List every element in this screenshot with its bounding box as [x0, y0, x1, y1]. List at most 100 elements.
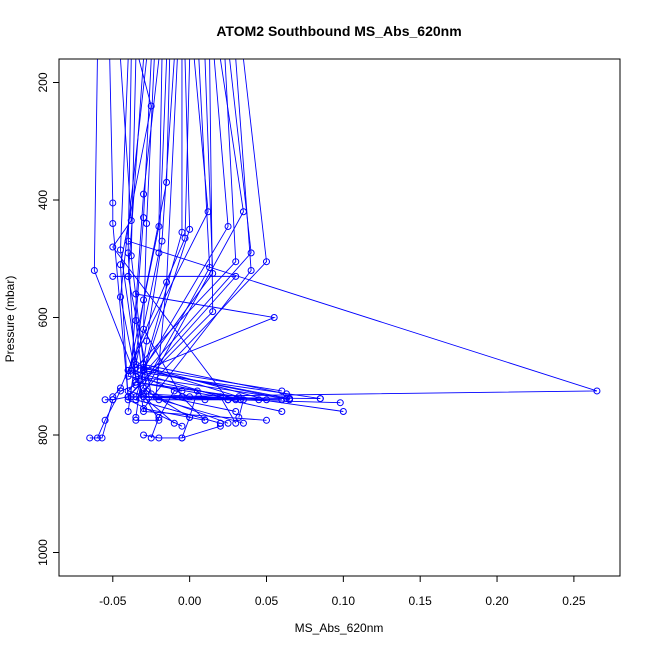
data-point	[132, 381, 140, 389]
data-point	[186, 413, 194, 421]
data-point	[262, 416, 270, 424]
y-tick-label: 1000	[36, 539, 50, 566]
series-line	[112, 58, 191, 398]
x-tick-label: 0.25	[562, 594, 586, 608]
series-line	[97, 384, 137, 439]
data-point	[124, 366, 132, 374]
series-line	[135, 399, 241, 421]
data-point	[143, 337, 151, 345]
data-point	[109, 243, 117, 251]
series-line	[155, 58, 229, 424]
series-line	[135, 58, 267, 424]
data-point	[593, 387, 601, 395]
series-line	[120, 58, 267, 421]
data-point	[316, 395, 324, 403]
series-line	[93, 58, 175, 424]
data-point	[109, 272, 117, 280]
data-point	[232, 272, 240, 280]
data-point	[109, 220, 117, 227]
data-point	[109, 199, 117, 207]
data-point	[147, 434, 155, 442]
series-line	[143, 364, 287, 395]
series-line	[150, 390, 182, 439]
data-point	[132, 290, 140, 298]
data-point	[124, 408, 132, 415]
data-point	[216, 422, 224, 430]
data-point	[116, 261, 124, 269]
data-point	[247, 267, 255, 274]
data-point	[143, 220, 151, 227]
data-point	[286, 395, 294, 403]
data-point	[236, 396, 244, 404]
data-point	[270, 314, 278, 321]
data-point	[232, 408, 240, 415]
x-tick-label: 0.20	[485, 594, 509, 608]
y-axis-label: Pressure (mbar)	[3, 276, 17, 363]
y-tick-label: 200	[36, 72, 50, 92]
data-point	[193, 387, 201, 395]
data-point	[101, 396, 109, 404]
data-point	[140, 405, 148, 413]
data-point	[155, 434, 163, 442]
data-point	[282, 390, 290, 398]
series	[140, 58, 255, 424]
data-point	[235, 413, 243, 421]
plot-frame	[58, 58, 621, 577]
data-point	[132, 316, 140, 324]
data-point	[163, 278, 171, 286]
data-point	[140, 361, 148, 368]
data-point	[186, 225, 194, 233]
data-point	[124, 393, 132, 401]
y-tick-label: 600	[36, 307, 50, 327]
series	[124, 366, 324, 403]
data-point	[336, 399, 344, 407]
data-point	[278, 408, 286, 415]
data-point	[147, 102, 155, 110]
data-point	[90, 267, 98, 274]
data-point	[262, 258, 270, 266]
data-point	[124, 237, 132, 245]
data-point	[339, 408, 347, 415]
series-line	[134, 58, 282, 392]
series	[147, 387, 186, 442]
data-point	[86, 434, 94, 442]
data-point	[155, 249, 163, 257]
data-point	[232, 419, 240, 427]
series-line	[127, 58, 244, 418]
series	[127, 393, 294, 403]
data-point	[127, 252, 135, 260]
series	[109, 58, 191, 401]
series-line	[120, 58, 287, 400]
data-point	[98, 434, 106, 442]
data-point	[181, 234, 189, 242]
x-tick-label: 0.05	[255, 594, 279, 608]
chart-title: ATOM2 Southbound MS_Abs_620nm	[216, 23, 461, 39]
x-tick-label: 0.15	[409, 594, 433, 608]
series-line	[128, 369, 321, 400]
series-line	[142, 58, 259, 401]
data-point	[224, 222, 232, 230]
series-line	[131, 396, 290, 400]
data-point	[116, 293, 124, 301]
series	[140, 422, 224, 442]
data-point	[127, 393, 135, 401]
series-line	[109, 58, 129, 401]
data-point	[116, 387, 124, 395]
data-point	[178, 422, 186, 430]
data-point	[155, 416, 163, 424]
series	[116, 58, 270, 424]
data-point	[247, 249, 255, 257]
series-line	[135, 293, 290, 401]
series-line	[89, 399, 114, 439]
series	[93, 381, 140, 442]
series-line	[127, 58, 252, 424]
data-point	[109, 396, 117, 404]
y-tick-label: 800	[36, 425, 50, 445]
data-point	[209, 308, 217, 316]
data-point	[132, 363, 140, 371]
series-line	[127, 58, 236, 401]
x-axis-label: MS_Abs_620nm	[295, 621, 384, 635]
series	[109, 272, 286, 404]
data-point	[132, 416, 140, 424]
